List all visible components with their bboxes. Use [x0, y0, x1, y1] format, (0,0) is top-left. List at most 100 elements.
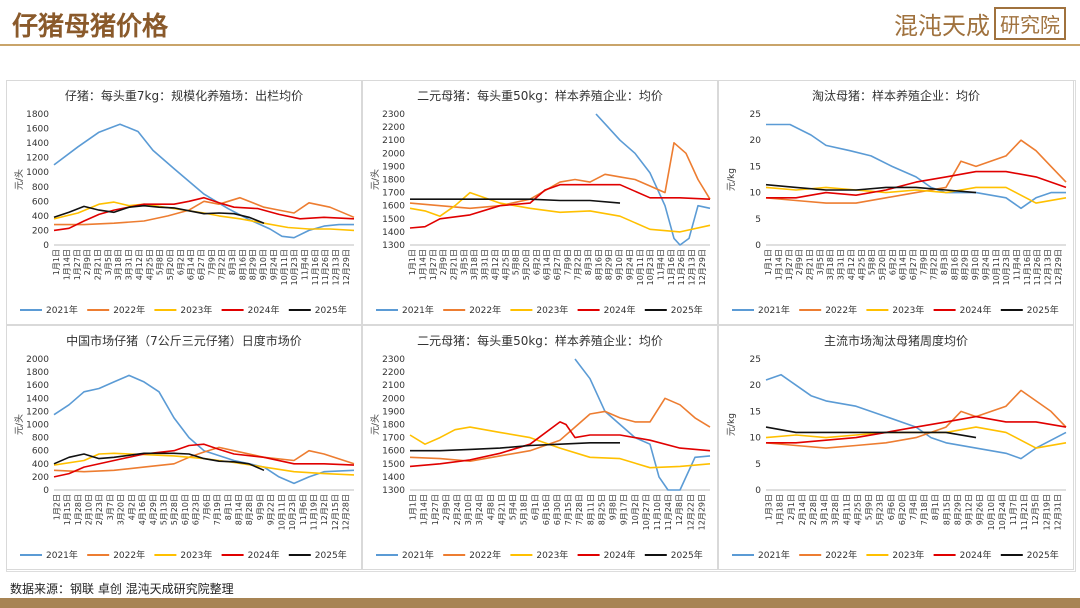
y-tick-label: 1400 [382, 228, 405, 238]
chart-panel-2: 二元母猪：每头重50kg：样本养殖企业：均价 1300 1400 1500 1600 17… [362, 80, 718, 325]
y-tick-label: 600 [32, 447, 49, 457]
x-tick-label: 11月16日 [1023, 249, 1032, 285]
x-tick-label: 5月28日 [170, 494, 179, 525]
x-tick-label: 9月10日 [971, 249, 980, 280]
x-tick-label: 5月20日 [878, 249, 887, 280]
series-line-2022年 [765, 389, 1067, 449]
chart-svg-4: 中国市场仔猪（7公斤三元仔猪）日度市场价 0 200 400 600 800 1000 120… [6, 325, 362, 570]
chart-panel-4: 中国市场仔猪（7公斤三元仔猪）日度市场价 0 200 400 600 800 1000 120… [6, 325, 362, 570]
y-tick-label: 0 [43, 486, 49, 496]
legend-label: 2025年 [315, 549, 347, 561]
x-tick-label: 7月19日 [213, 494, 222, 525]
x-tick-label: 11月26日 [321, 249, 330, 285]
y-tick-label: 600 [32, 197, 49, 207]
y-tick-label: 1000 [26, 421, 49, 431]
x-tick-label: 1月1日 [409, 494, 418, 520]
y-tick-label: 20 [750, 381, 762, 391]
x-tick-label: 4月16日 [138, 494, 147, 525]
legend-label: 2021年 [46, 304, 78, 316]
x-tick-label: 4月12日 [847, 249, 856, 280]
x-tick-label: 12月13日 [1043, 249, 1052, 285]
legend-label: 2025年 [315, 304, 347, 316]
x-tick-label: 1月28日 [74, 494, 83, 525]
x-tick-label: 12月15日 [331, 494, 340, 530]
x-tick-label: 12月8日 [675, 494, 684, 525]
x-tick-label: 4月8日 [486, 494, 495, 520]
x-tick-label: 10月27日 [642, 494, 651, 530]
chart-border [718, 80, 1074, 325]
legend-label: 2021年 [758, 549, 790, 561]
series-line-2021年 [574, 358, 711, 491]
x-tick-label: 1月3日 [765, 494, 774, 520]
x-tick-label: 9月17日 [620, 494, 629, 525]
x-tick-label: 2月21日 [94, 249, 103, 280]
series-line-2025年 [53, 452, 265, 472]
x-tick-label: 8月1日 [931, 494, 940, 520]
series-line-2023年 [409, 426, 711, 469]
chart-title: 二元母猪：每头重50kg：样本养殖企业：均价 [417, 333, 663, 348]
y-tick-label: 1300 [382, 241, 405, 251]
legend-label: 2022年 [469, 549, 501, 561]
y-tick-label: 2100 [382, 136, 405, 146]
x-tick-label: 6月6日 [887, 494, 896, 520]
series-line-2022年 [409, 397, 711, 462]
y-tick-label: 10 [750, 189, 762, 199]
x-tick-label: 7月9日 [919, 249, 928, 275]
y-tick-label: 400 [32, 212, 49, 222]
series-line-2023年 [765, 186, 1067, 204]
series-line-2023年 [53, 452, 355, 476]
x-tick-label: 12月22日 [686, 494, 695, 530]
legend-label: 2023年 [180, 304, 212, 316]
y-tick-label: 15 [750, 407, 761, 417]
y-tick-label: 1400 [26, 394, 49, 404]
x-tick-label: 11月16日 [667, 249, 676, 285]
x-tick-label: 9月24日 [625, 249, 634, 280]
series-line-2024年 [53, 443, 355, 478]
x-tick-label: 4月2日 [127, 494, 136, 520]
x-tick-label: 3月14日 [820, 494, 829, 525]
x-tick-label: 2月14日 [798, 494, 807, 525]
chart-border [6, 325, 362, 570]
x-tick-label: 1月14日 [419, 249, 428, 280]
x-tick-label: 8月29日 [605, 249, 614, 280]
x-tick-label: 4月25日 [853, 494, 862, 525]
x-tick-label: 5月9日 [865, 494, 874, 520]
x-tick-label: 6月20日 [898, 494, 907, 525]
x-tick-label: 2月9日 [442, 494, 451, 520]
x-tick-label: 7月18日 [920, 494, 929, 525]
y-tick-label: 1600 [26, 125, 49, 135]
x-tick-label: 6月27日 [197, 249, 206, 280]
x-tick-label: 2月1日 [787, 494, 796, 520]
chart-border [718, 325, 1074, 570]
x-tick-label: 11月4日 [1012, 249, 1021, 280]
x-tick-label: 2月24日 [453, 494, 462, 525]
x-tick-label: 9月8日 [609, 494, 618, 520]
x-tick-label: 11月4日 [656, 249, 665, 280]
x-tick-label: 2月28日 [809, 494, 818, 525]
chart-svg-1: 仔猪：每头重7kg：规模化养殖场：出栏均价 0 200 400 600 800 1000 12… [6, 80, 362, 325]
x-tick-label: 2月9日 [439, 249, 448, 275]
x-tick-label: 3月31日 [481, 249, 490, 280]
series-line-2022年 [54, 196, 355, 226]
legend-label: 2025年 [671, 304, 703, 316]
series-line-2025年 [410, 442, 620, 452]
x-tick-label: 3月10日 [464, 494, 473, 525]
chart-svg-2: 二元母猪：每头重50kg：样本养殖企业：均价 1300 1400 1500 1600 17… [362, 80, 718, 325]
series-line-2021年 [766, 123, 1066, 210]
x-tick-label: 6月27日 [909, 249, 918, 280]
series-line-2022年 [53, 446, 355, 473]
y-tick-label: 1800 [26, 368, 49, 378]
x-tick-label: 1月1日 [408, 249, 417, 275]
x-tick-label: 12月2日 [320, 494, 329, 525]
x-tick-label: 2月23日 [95, 494, 104, 525]
series-line-2021年 [53, 123, 354, 239]
y-tick-label: 2300 [382, 110, 405, 120]
x-tick-label: 12月29日 [342, 249, 351, 285]
x-tick-label: 11月19日 [310, 494, 319, 530]
chart-border [362, 80, 718, 325]
x-tick-label: 4月25日 [857, 249, 866, 280]
x-tick-label: 10月10日 [987, 494, 996, 530]
y-tick-label: 2000 [382, 149, 405, 159]
y-tick-label: 25 [750, 110, 761, 120]
legend-label: 2022年 [113, 549, 145, 561]
